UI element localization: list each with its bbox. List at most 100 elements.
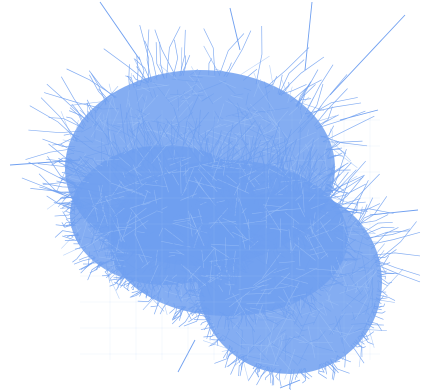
edge: [317, 201, 326, 209]
edge: [207, 307, 211, 335]
edge: [239, 256, 242, 272]
edge: [83, 230, 113, 250]
edge: [205, 275, 242, 277]
edge: [318, 364, 327, 379]
edge: [375, 300, 382, 305]
edge: [110, 251, 118, 255]
edge: [300, 110, 303, 120]
edge: [154, 74, 160, 79]
edge: [175, 306, 186, 315]
edge: [238, 170, 257, 179]
edge: [194, 260, 204, 276]
edge: [221, 349, 229, 352]
edge: [289, 336, 305, 343]
edge: [103, 157, 131, 200]
edge: [38, 173, 78, 199]
edge: [92, 225, 101, 234]
edge: [299, 321, 315, 327]
edge: [180, 158, 182, 194]
edge: [181, 288, 203, 299]
edge: [241, 233, 246, 250]
edge: [353, 237, 363, 272]
edge: [155, 42, 165, 79]
edge: [375, 221, 417, 264]
edge: [217, 103, 225, 124]
edge: [280, 158, 287, 195]
edge: [105, 135, 115, 163]
edge: [161, 143, 177, 147]
edge: [202, 180, 221, 230]
edge: [292, 301, 297, 317]
edge: [278, 296, 298, 314]
edge: [262, 252, 281, 278]
edge: [336, 355, 352, 363]
edge: [293, 298, 300, 306]
edge: [188, 314, 211, 323]
edge: [169, 303, 176, 314]
edge: [273, 229, 291, 240]
edge: [237, 143, 242, 153]
edge: [217, 218, 235, 239]
edge: [327, 222, 342, 233]
edge: [97, 258, 119, 268]
edge: [78, 259, 99, 271]
edge: [208, 258, 215, 272]
edge: [112, 234, 117, 241]
edge: [130, 249, 139, 257]
edge: [283, 282, 300, 310]
edge: [344, 284, 348, 294]
edge: [189, 91, 203, 95]
edge: [219, 311, 229, 330]
edge: [86, 221, 101, 232]
edge: [89, 261, 101, 274]
edge: [215, 153, 241, 171]
edge: [224, 328, 231, 341]
edge: [325, 176, 364, 200]
edge: [164, 291, 184, 297]
edge: [339, 109, 379, 121]
edge: [375, 295, 385, 301]
edge: [326, 292, 334, 309]
edge: [68, 110, 89, 123]
edge: [176, 280, 182, 303]
edge: [341, 351, 349, 360]
edge: [376, 294, 396, 301]
edge: [209, 336, 222, 347]
edge: [181, 187, 188, 196]
edge: [343, 284, 370, 288]
edge: [270, 151, 281, 170]
edge: [204, 223, 223, 236]
edge: [327, 273, 347, 278]
edge: [297, 202, 305, 217]
edge: [72, 217, 79, 232]
edge: [126, 75, 140, 87]
edge: [89, 223, 98, 229]
edge: [98, 237, 116, 252]
edge: [217, 200, 236, 215]
edge: [116, 226, 132, 229]
edge: [191, 70, 201, 95]
edge: [276, 267, 282, 276]
edge: [355, 339, 363, 358]
edge: [99, 120, 111, 130]
edge: [340, 219, 357, 229]
edge: [216, 200, 225, 203]
edge: [317, 166, 327, 175]
edge: [351, 268, 375, 287]
edge: [254, 199, 274, 213]
edge: [217, 170, 235, 198]
edge: [202, 165, 240, 212]
edge: [298, 237, 301, 267]
edge: [339, 224, 346, 227]
edge: [332, 265, 341, 279]
edge: [280, 240, 297, 253]
edge: [126, 207, 147, 224]
edge: [58, 161, 93, 176]
edge: [265, 47, 310, 89]
edge: [53, 201, 76, 212]
edge: [375, 255, 390, 265]
edge: [191, 247, 207, 256]
edge: [230, 95, 243, 99]
edge: [134, 249, 139, 263]
edge: [361, 255, 369, 288]
